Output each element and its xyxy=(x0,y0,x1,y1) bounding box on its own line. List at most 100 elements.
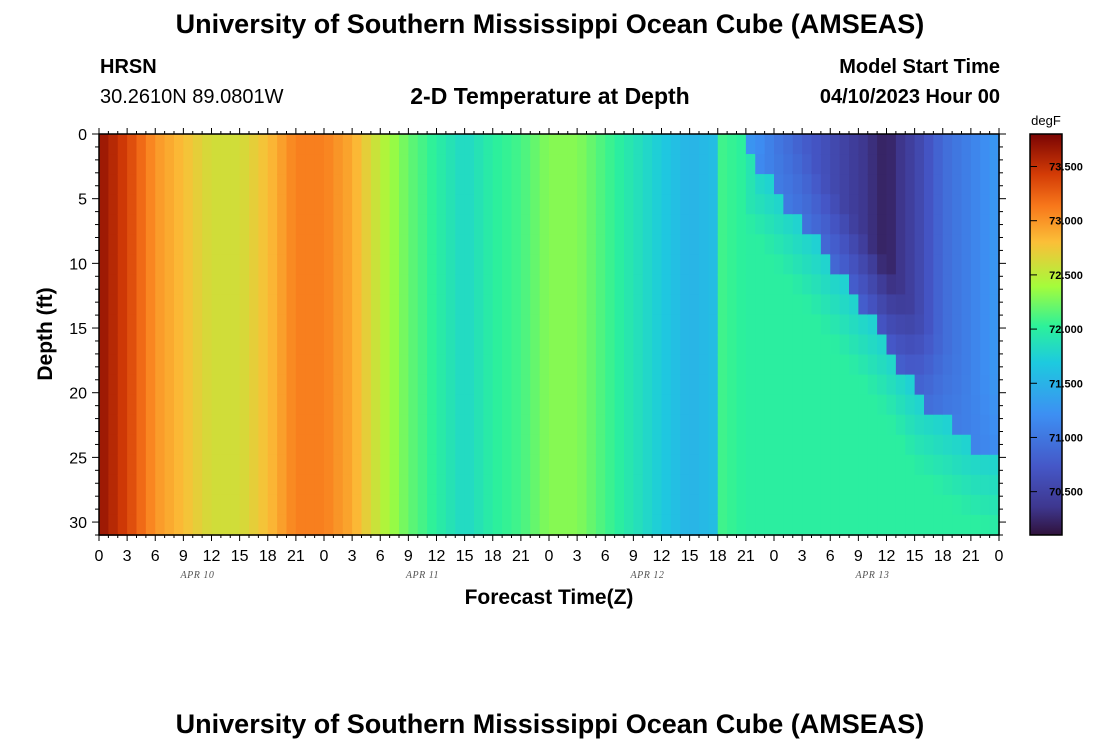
heatmap-cell xyxy=(830,274,841,296)
heatmap-cell xyxy=(745,394,757,416)
heatmap-cell xyxy=(352,134,363,155)
heatmap-cell xyxy=(549,194,560,215)
heatmap-cell xyxy=(464,434,475,456)
heatmap-cell xyxy=(642,354,653,376)
heatmap-cell xyxy=(220,414,232,436)
heatmap-cell xyxy=(342,314,353,336)
heatmap-cell xyxy=(970,434,982,456)
heatmap-cell xyxy=(980,454,991,476)
heatmap-cell xyxy=(961,434,972,456)
heatmap-cell xyxy=(211,494,222,516)
heatmap-cell xyxy=(567,434,578,456)
heatmap-cell xyxy=(811,314,822,336)
heatmap-cell xyxy=(595,414,607,436)
heatmap-cell xyxy=(295,134,307,155)
heatmap-cell xyxy=(239,134,250,155)
heatmap-cell xyxy=(605,254,616,276)
heatmap-cell xyxy=(792,134,803,155)
heatmap-cell xyxy=(708,434,719,456)
heatmap-cell xyxy=(867,474,878,496)
heatmap-cell xyxy=(877,514,888,536)
heatmap-cell xyxy=(933,154,944,175)
heatmap-cell xyxy=(183,294,194,316)
heatmap-cell xyxy=(417,434,428,456)
heatmap-cell xyxy=(727,134,738,155)
heatmap-cell xyxy=(520,474,532,496)
heatmap-cell xyxy=(895,334,907,356)
heatmap-cell xyxy=(305,234,316,256)
heatmap-cell xyxy=(989,514,1000,536)
heatmap-cell xyxy=(858,494,869,516)
heatmap-cell xyxy=(792,494,803,516)
heatmap-cell xyxy=(361,194,372,215)
heatmap-cell xyxy=(483,214,494,236)
heatmap-cell xyxy=(258,194,269,215)
heatmap-cell xyxy=(239,454,250,476)
heatmap-cell xyxy=(305,274,316,296)
heatmap-cell xyxy=(586,194,597,215)
heatmap-cell xyxy=(595,434,607,456)
heatmap-cell xyxy=(802,294,813,316)
heatmap-cell xyxy=(427,254,438,276)
heatmap-cell xyxy=(689,474,700,496)
heatmap-cell xyxy=(333,214,344,236)
heatmap-cell xyxy=(670,334,682,356)
heatmap-cell xyxy=(727,434,738,456)
heatmap-cell xyxy=(980,254,991,276)
heatmap-cell xyxy=(183,514,194,536)
heatmap-cell xyxy=(305,374,316,396)
heatmap-cell xyxy=(99,454,110,476)
heatmap-cell xyxy=(586,314,597,336)
heatmap-cell xyxy=(267,514,278,536)
heatmap-cell xyxy=(427,494,438,516)
heatmap-cell xyxy=(633,154,644,175)
heatmap-cell xyxy=(849,174,860,195)
heatmap-cell xyxy=(849,214,860,236)
heatmap-cell xyxy=(342,294,353,316)
heatmap-cell xyxy=(155,394,166,416)
heatmap-cell xyxy=(174,374,185,396)
heatmap-cell xyxy=(483,194,494,215)
heatmap-cell xyxy=(689,174,700,195)
heatmap-cell xyxy=(436,134,447,155)
heatmap-cell xyxy=(511,214,522,236)
heatmap-cell xyxy=(511,514,522,536)
heatmap-cell xyxy=(858,254,869,276)
heatmap-cell xyxy=(792,234,803,256)
heatmap-cell xyxy=(699,134,710,155)
heatmap-cell xyxy=(370,154,382,175)
heatmap-cell xyxy=(183,434,194,456)
heatmap-cell xyxy=(736,254,747,276)
heatmap-cell xyxy=(155,174,166,195)
heatmap-cell xyxy=(202,514,213,536)
heatmap-cell xyxy=(530,454,541,476)
heatmap-cell xyxy=(567,174,578,195)
heatmap-cell xyxy=(905,194,916,215)
heatmap-cell xyxy=(914,234,925,256)
heatmap-cell xyxy=(230,494,241,516)
x-tick-label: 21 xyxy=(287,548,305,565)
heatmap-cell xyxy=(586,234,597,256)
heatmap-cell xyxy=(830,314,841,336)
heatmap-cell xyxy=(324,294,335,316)
heatmap-cell xyxy=(202,134,213,155)
heatmap-cell xyxy=(230,314,241,336)
heatmap-cell xyxy=(952,274,963,296)
heatmap-cell xyxy=(286,474,297,496)
heatmap-cell xyxy=(736,454,747,476)
heatmap-cell xyxy=(324,314,335,336)
heatmap-cell xyxy=(558,474,569,496)
x-tick-label: 9 xyxy=(404,548,413,565)
heatmap-cell xyxy=(530,214,541,236)
heatmap-cell xyxy=(136,414,147,436)
heatmap-cell xyxy=(886,134,897,155)
heatmap-cell xyxy=(361,354,372,376)
heatmap-cell xyxy=(127,194,138,215)
heatmap-cell xyxy=(577,334,588,356)
heatmap-cell xyxy=(220,394,232,416)
heatmap-cell xyxy=(324,514,335,536)
colorbar-tick-label: 73.000 xyxy=(1049,216,1083,228)
heatmap-cell xyxy=(783,214,794,236)
heatmap-cell xyxy=(764,234,775,256)
heatmap-cell xyxy=(614,294,625,316)
